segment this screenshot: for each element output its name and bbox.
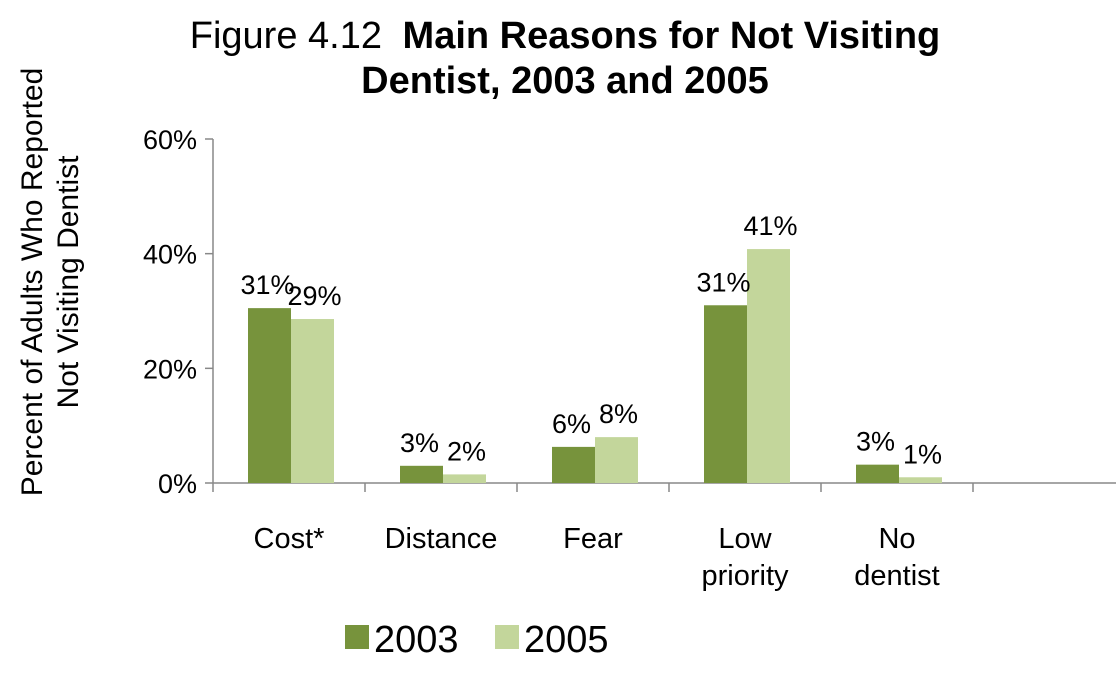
- bar-2005-3: [747, 249, 790, 483]
- data-label-2005-3: 41%: [743, 211, 797, 241]
- y-tick-label: 20%: [143, 354, 197, 384]
- category-label-line: Fear: [563, 523, 623, 555]
- bar-2003-3: [704, 305, 747, 483]
- y-axis-label-line1: Percent of Adults Who Reported: [16, 68, 49, 497]
- category-label-line: No: [878, 523, 915, 555]
- axes-group: 0% 20% 40% 60%: [143, 125, 1116, 499]
- data-labels-group: 31%29%3% 2%6% 8%31%41%3% 1%: [240, 211, 942, 469]
- bar-2005-0: [291, 319, 334, 483]
- bar-2003-0: [248, 308, 291, 483]
- legend: 2003 2005: [345, 619, 609, 661]
- bar-2003-2: [552, 446, 595, 483]
- data-label-2005-2: 8%: [599, 399, 638, 429]
- data-label-2003-1: 3%: [400, 428, 439, 458]
- chart-title-prefix: Figure 4.12: [190, 15, 382, 57]
- data-label-2003-2: 6%: [552, 409, 591, 439]
- legend-label-2005: 2005: [524, 619, 609, 661]
- category-label-line: Cost*: [254, 523, 325, 555]
- category-label-2: Fear: [563, 523, 623, 555]
- data-label-2003-4: 3%: [856, 427, 895, 457]
- y-tick-label: 40%: [143, 240, 197, 270]
- chart-title: Figure 4.12 Main Reasons for Not Visitin…: [190, 15, 941, 57]
- chart-title-bold-line1: Main Reasons for Not Visiting: [403, 15, 941, 57]
- bar-2003-4: [856, 464, 899, 483]
- category-label-line: Low: [718, 523, 772, 555]
- category-label-0: Cost*: [254, 523, 325, 555]
- data-label-2003-3: 31%: [696, 267, 750, 297]
- y-tick-label: 60%: [143, 125, 197, 155]
- bars-group: [248, 249, 942, 483]
- category-label-3: Low priority: [701, 523, 789, 592]
- legend-swatch-2003: [345, 625, 369, 649]
- legend-label-2003: 2003: [374, 619, 459, 661]
- y-axis-label-line2: Not Visiting Dentist: [52, 155, 85, 409]
- category-label-line: dentist: [854, 560, 939, 592]
- bar-2003-1: [400, 465, 443, 483]
- category-label-1: Distance: [385, 523, 498, 555]
- category-label-line: priority: [701, 560, 789, 592]
- data-label-2005-4: 1%: [903, 439, 942, 469]
- legend-swatch-2005: [495, 625, 519, 649]
- chart-title-line2: Dentist, 2003 and 2005: [361, 60, 769, 102]
- category-label-4: No dentist: [854, 523, 939, 592]
- bar-2005-2: [595, 437, 638, 483]
- bar-2005-4: [899, 477, 942, 483]
- data-label-2003-0: 31%: [240, 270, 294, 300]
- bar-2005-1: [443, 474, 486, 483]
- category-label-line: Distance: [385, 523, 498, 555]
- category-labels-group: Cost* Distance Fear Low priority No dentist: [254, 523, 940, 592]
- data-label-2005-1: 2%: [447, 436, 486, 466]
- y-tick-label: 0%: [158, 469, 197, 499]
- data-label-2005-0: 29%: [287, 281, 341, 311]
